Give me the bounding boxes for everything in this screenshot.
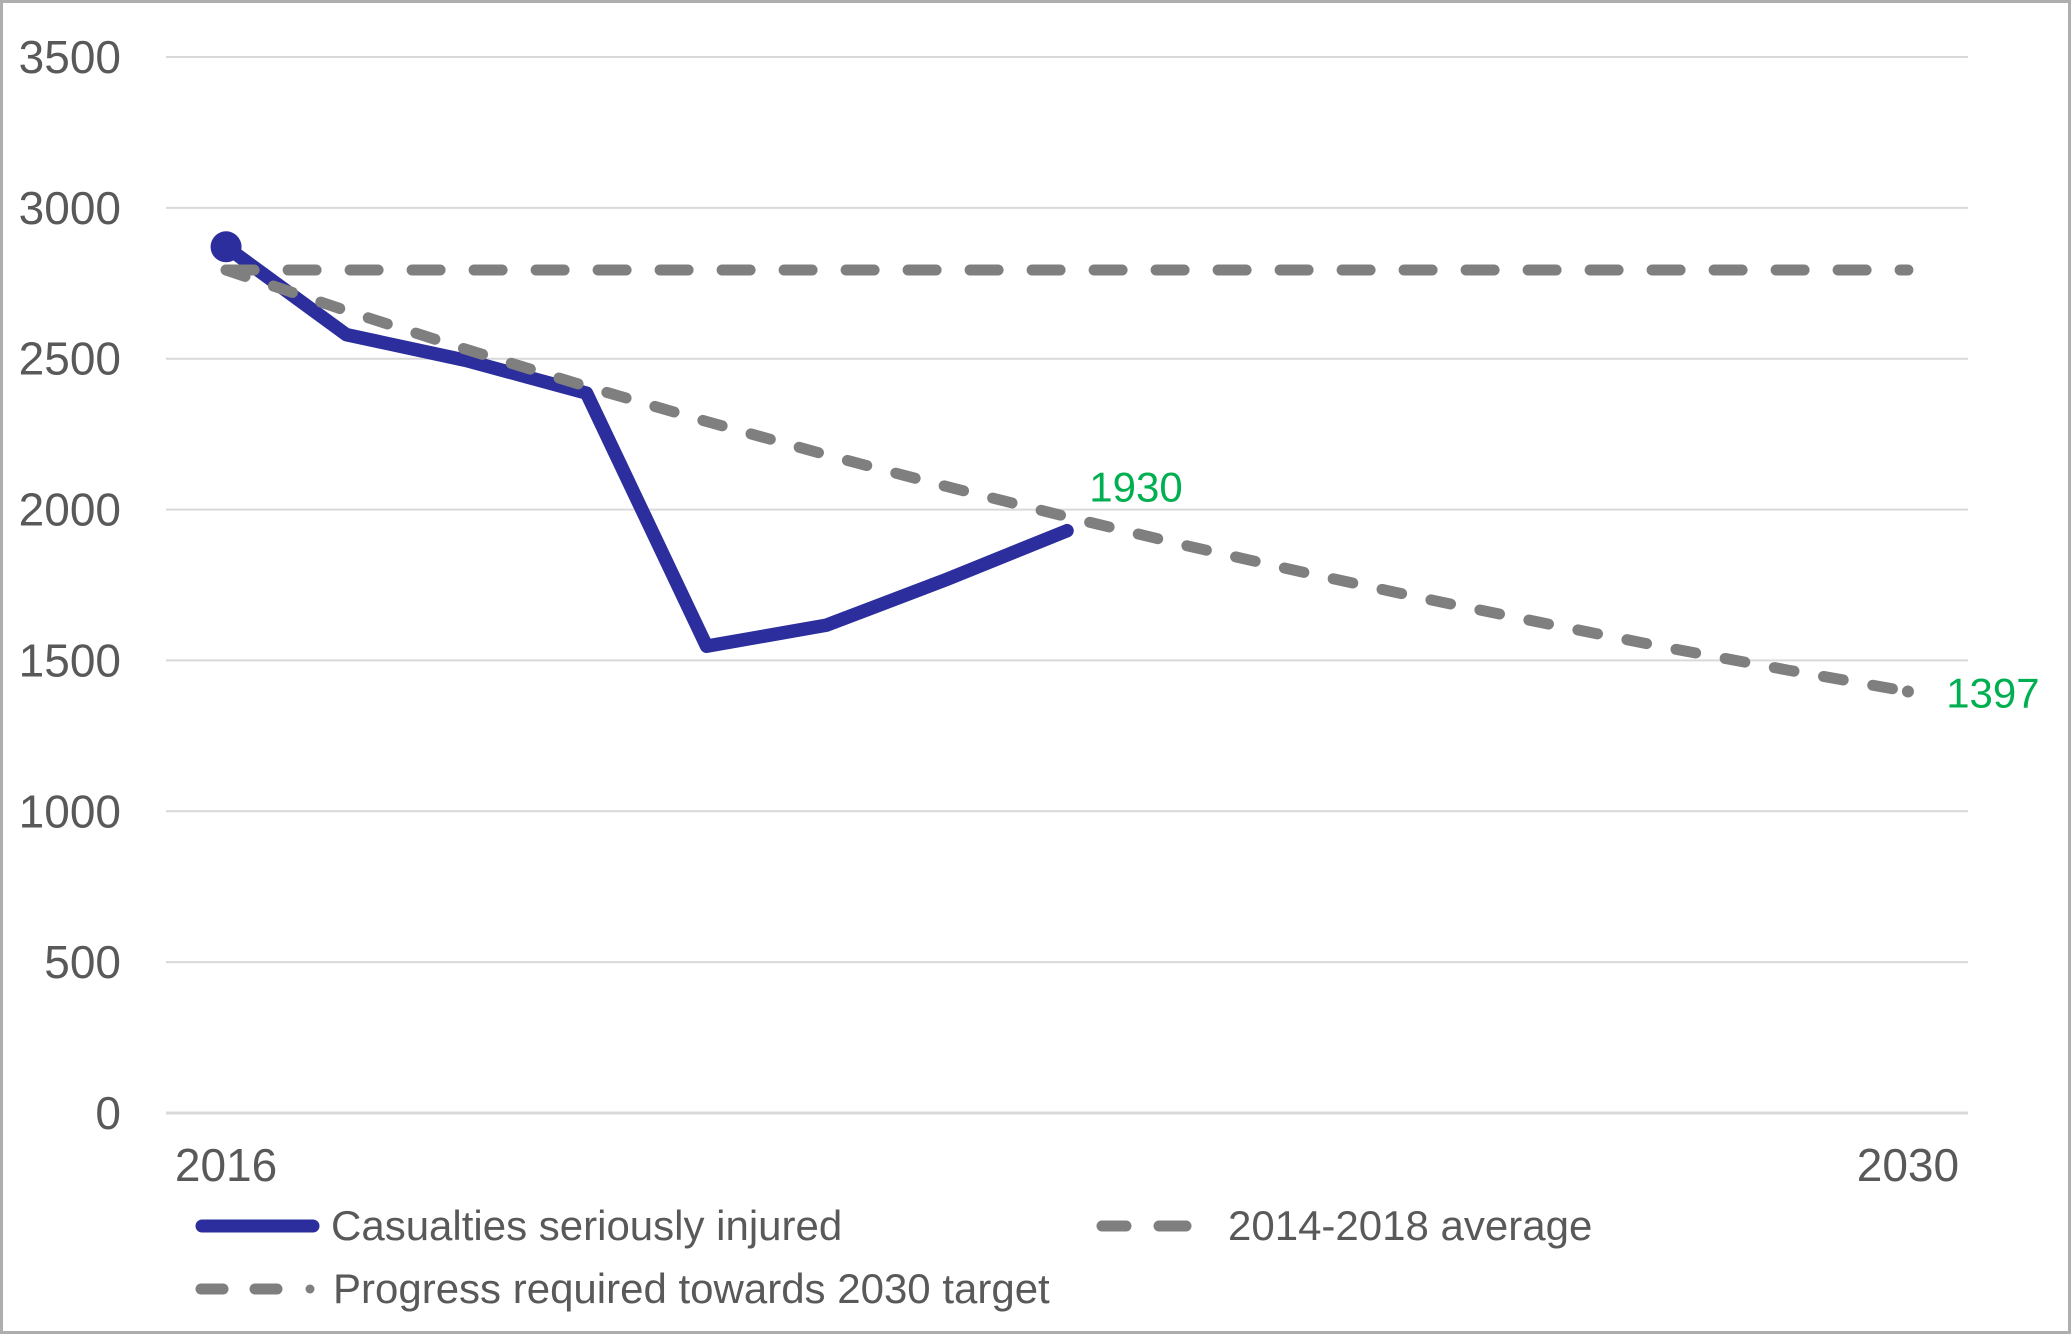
legend-swatch-long-dash-gray-line — [1096, 1220, 1192, 1232]
series-end-marker-2 — [1901, 685, 1914, 698]
x-tick-label: 2016 — [175, 1139, 277, 1191]
annotation-value-label: 1930 — [1089, 464, 1182, 511]
y-tick-label: 3500 — [19, 31, 121, 83]
y-tick-label: 1000 — [19, 785, 121, 837]
y-tick-label: 0 — [95, 1087, 121, 1139]
series-line-2 — [220, 264, 1914, 697]
legend-label-average: 2014-2018 average — [1228, 1202, 1593, 1249]
legend-label-casualties: Casualties seriously injured — [331, 1202, 843, 1249]
legend-item-average: 2014-2018 average — [1096, 1200, 1592, 1252]
legend-label-progress: Progress required towards 2030 target — [333, 1265, 1050, 1312]
series-line-0 — [219, 240, 1074, 653]
legend-swatch-solid-blue-line — [195, 1219, 320, 1233]
y-tick-label: 3000 — [19, 182, 121, 234]
annotation-value-label: 1397 — [1946, 670, 2039, 717]
legend-item-casualties: Casualties seriously injured — [194, 1200, 842, 1252]
legend-swatch-dash-dot-gray-line — [195, 1283, 315, 1295]
y-tick-label: 1500 — [19, 634, 121, 686]
line-chart: 0 500 1000 1500 2000 2500 3000 3500 2016 2030 1930… — [19, 31, 2040, 1191]
y-tick-label: 500 — [44, 936, 121, 988]
x-tick-label: 2030 — [1857, 1139, 1959, 1191]
y-tick-label: 2500 — [19, 333, 121, 385]
y-tick-label: 2000 — [19, 484, 121, 536]
legend-item-progress: Progress required towards 2030 target — [195, 1263, 1050, 1315]
series-start-marker-0 — [210, 231, 242, 263]
